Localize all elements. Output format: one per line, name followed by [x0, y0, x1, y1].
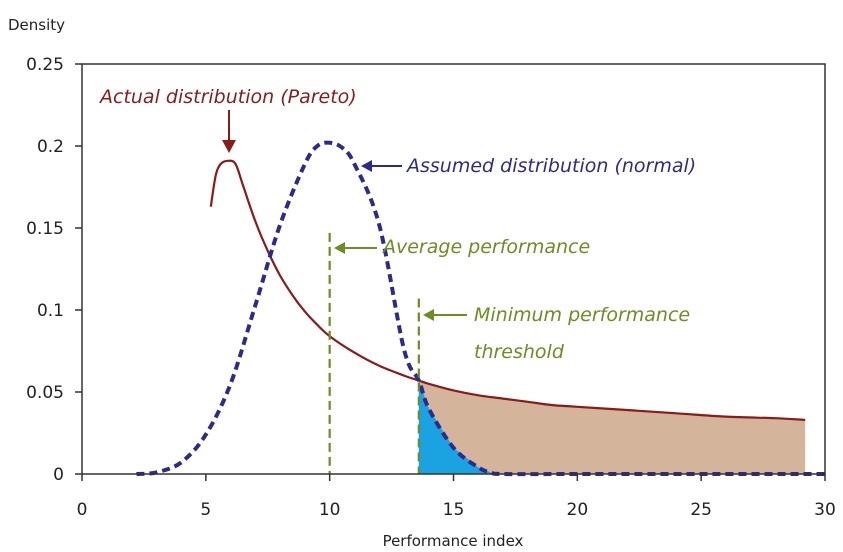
series-line-assumed-distribution-normal [136, 140, 825, 477]
annotation-minimum-performance: Minimum performance [474, 304, 690, 326]
x-tick-label: 15 [443, 500, 465, 520]
y-tick-label: 0 [53, 465, 64, 485]
x-tick-label: 20 [567, 500, 589, 520]
axis-ticks: 0 5 10 15 20 25 30 0 0.05 0.1 0.15 0.2 0.25 [26, 55, 836, 520]
shade-pareto-tail-area [418, 380, 806, 474]
shaded-areas [418, 380, 806, 474]
arrowhead-assumed-distribution [361, 160, 372, 172]
x-tick-label: 10 [319, 500, 341, 520]
series-lines [136, 140, 825, 477]
annotations: Actual distribution (Pareto) Assumed dis… [98, 86, 696, 363]
arrowhead-actual-distribution [222, 140, 236, 153]
reference-lines [328, 232, 420, 474]
y-tick-label: 0.05 [26, 383, 64, 403]
shade-normal-tail-area [418, 380, 504, 474]
x-axis-title: Performance index [383, 532, 524, 550]
y-tick-label: 0.2 [37, 137, 64, 157]
arrowhead-average-performance [334, 242, 345, 254]
y-tick-label: 0.25 [26, 55, 64, 75]
y-tick-label: 0.1 [37, 301, 64, 321]
series-line-actual-distribution-pareto [209, 159, 806, 421]
annotation-assumed-distribution: Assumed distribution (normal) [405, 155, 696, 177]
annotation-threshold: threshold [474, 341, 565, 363]
y-tick-label: 0.15 [26, 219, 64, 239]
x-tick-label: 0 [77, 500, 88, 520]
x-tick-label: 5 [200, 500, 211, 520]
x-tick-label: 30 [814, 500, 836, 520]
annotation-actual-distribution: Actual distribution (Pareto) [98, 86, 357, 108]
y-axis-title: Density [8, 16, 65, 34]
annotation-average-performance: Average performance [381, 236, 590, 258]
x-tick-label: 25 [690, 500, 712, 520]
arrowhead-minimum-performance [423, 309, 434, 321]
